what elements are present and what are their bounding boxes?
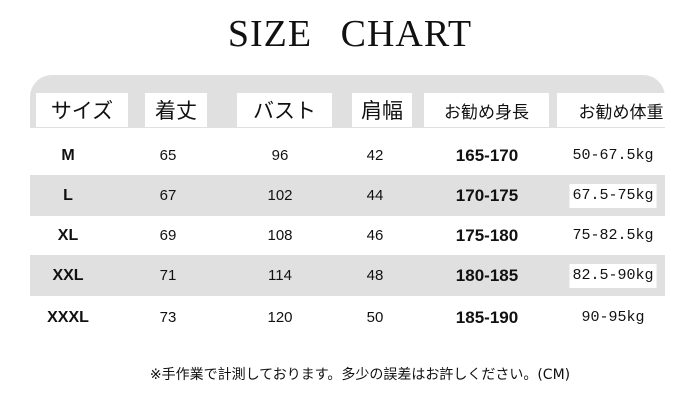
cell-shoulder: 44 [366, 187, 384, 204]
cell-weight: 75-82.5kg [569, 224, 657, 248]
cell-weight: 90-95kg [578, 306, 648, 330]
cell-shoulder: 42 [366, 147, 384, 164]
cell-weight: 67.5-75kg [569, 184, 657, 208]
header-length: 着丈 [145, 93, 207, 127]
cell-height: 185-190 [455, 308, 519, 327]
cell-weight: 82.5-90kg [569, 264, 657, 288]
cell-size: XXL [52, 267, 84, 284]
table-row: XL 69 108 46 175-180 75-82.5kg [30, 215, 665, 256]
table-row: XXXL 73 120 50 185-190 90-95kg [30, 297, 665, 338]
cell-length: 71 [159, 267, 177, 284]
cell-bust: 108 [267, 227, 293, 244]
table-row: L 67 102 44 170-175 67.5-75kg [30, 175, 665, 216]
cell-height: 175-180 [455, 226, 519, 245]
cell-height: 180-185 [455, 266, 519, 285]
cell-shoulder: 50 [366, 309, 384, 326]
cell-size: XXXL [47, 309, 89, 326]
cell-height: 165-170 [455, 146, 519, 165]
cell-length: 67 [159, 187, 177, 204]
header-size: サイズ [36, 93, 128, 127]
cell-shoulder: 48 [366, 267, 384, 284]
cell-shoulder: 46 [366, 227, 384, 244]
header-bust: バスト [237, 93, 332, 127]
cell-weight: 50-67.5kg [569, 144, 657, 168]
chart-title: SIZE CHART [227, 13, 473, 55]
table-row: M 65 96 42 165-170 50-67.5kg [30, 135, 665, 176]
cell-length: 73 [159, 309, 177, 326]
cell-bust: 102 [267, 187, 293, 204]
measurement-note: ※手作業で計測しております。多少の誤差はお許しください。(CM) [149, 367, 571, 383]
cell-length: 69 [159, 227, 177, 244]
cell-size: XL [57, 227, 79, 244]
header-weight: お勧め体重 [557, 93, 685, 127]
cell-size: L [63, 187, 73, 204]
table-row: XXL 71 114 48 180-185 82.5-90kg [30, 255, 665, 296]
cell-bust: 120 [267, 309, 293, 326]
cell-size: M [61, 147, 75, 164]
cell-bust: 114 [268, 267, 292, 284]
header-height: お勧め身長 [424, 93, 549, 127]
cell-bust: 96 [271, 147, 289, 164]
header-shoulder: 肩幅 [352, 93, 412, 127]
cell-height: 170-175 [455, 186, 519, 205]
cell-length: 65 [159, 147, 177, 164]
